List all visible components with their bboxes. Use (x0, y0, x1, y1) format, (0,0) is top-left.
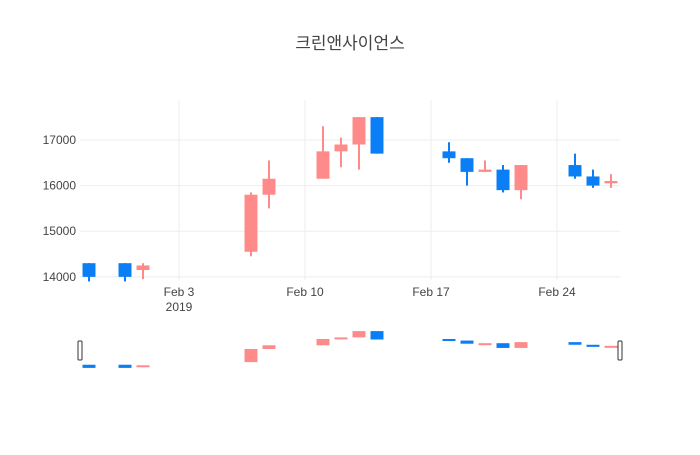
candle-down[interactable] (442, 142, 456, 163)
candle-body (262, 178, 276, 195)
candle-body (478, 169, 492, 172)
x-tick-label: Feb 24 (538, 285, 576, 299)
slider-candle (496, 343, 510, 348)
candle-down[interactable] (118, 263, 132, 282)
x-tick-sublabel: 2019 (166, 300, 193, 314)
candle-down[interactable] (370, 117, 384, 154)
slider-candle (604, 345, 618, 348)
x-tick-label: Feb 3 (164, 285, 195, 299)
candle-down[interactable] (586, 169, 600, 188)
y-tick-label: 14000 (43, 270, 77, 284)
candle-body (604, 181, 618, 184)
slider-candle (442, 338, 456, 341)
candle-body (586, 176, 600, 186)
candle-body (370, 117, 384, 154)
grid-lines (80, 100, 620, 280)
range-slider[interactable] (77, 326, 623, 376)
candle-up[interactable] (316, 126, 330, 179)
slider-candle (352, 331, 366, 338)
x-tick-label: Feb 10 (286, 285, 324, 299)
candle-body (82, 263, 96, 277)
slider-candle (334, 337, 348, 340)
candle-up[interactable] (136, 263, 150, 280)
candle-down[interactable] (496, 165, 510, 193)
candle-body (352, 117, 366, 145)
candle-up[interactable] (244, 192, 258, 257)
slider-candle (586, 344, 600, 347)
candle-body (496, 169, 510, 191)
candle-body (136, 265, 150, 271)
candle-up[interactable] (352, 117, 366, 170)
candle-body (244, 194, 258, 252)
candle-body (334, 144, 348, 152)
slider-track[interactable] (80, 326, 620, 376)
slider-candle (316, 338, 330, 346)
candle-down[interactable] (568, 153, 582, 179)
y-tick-label: 17000 (43, 133, 77, 147)
candles (82, 117, 618, 282)
slider-candle (262, 345, 276, 349)
slider-handle-left[interactable] (77, 340, 83, 361)
slider-candle (370, 331, 384, 340)
candle-up[interactable] (334, 137, 348, 168)
y-tick-label: 16000 (43, 179, 77, 193)
candle-up[interactable] (604, 174, 618, 188)
candle-body (118, 263, 132, 277)
x-tick-label: Feb 17 (412, 285, 450, 299)
candle-down[interactable] (460, 158, 474, 186)
slider-candle (118, 364, 132, 368)
slider-candle (568, 342, 582, 345)
slider-candle (478, 343, 492, 346)
candle-down[interactable] (82, 263, 96, 282)
slider-candle (136, 365, 150, 368)
candle-up[interactable] (514, 165, 528, 200)
slider-candle (460, 340, 474, 344)
candle-body (316, 151, 330, 179)
slider-candle (244, 348, 258, 363)
candle-up[interactable] (478, 160, 492, 172)
chart-title: 크린앤사이언스 (295, 34, 404, 53)
candle-body (460, 158, 474, 172)
candle-body (514, 165, 528, 191)
candle-up[interactable] (262, 160, 276, 209)
candle-body (568, 165, 582, 177)
y-tick-label: 15000 (43, 224, 77, 238)
candle-body (442, 151, 456, 159)
slider-handle-right[interactable] (617, 340, 623, 361)
slider-candle (82, 364, 96, 368)
slider-candle (514, 342, 528, 348)
